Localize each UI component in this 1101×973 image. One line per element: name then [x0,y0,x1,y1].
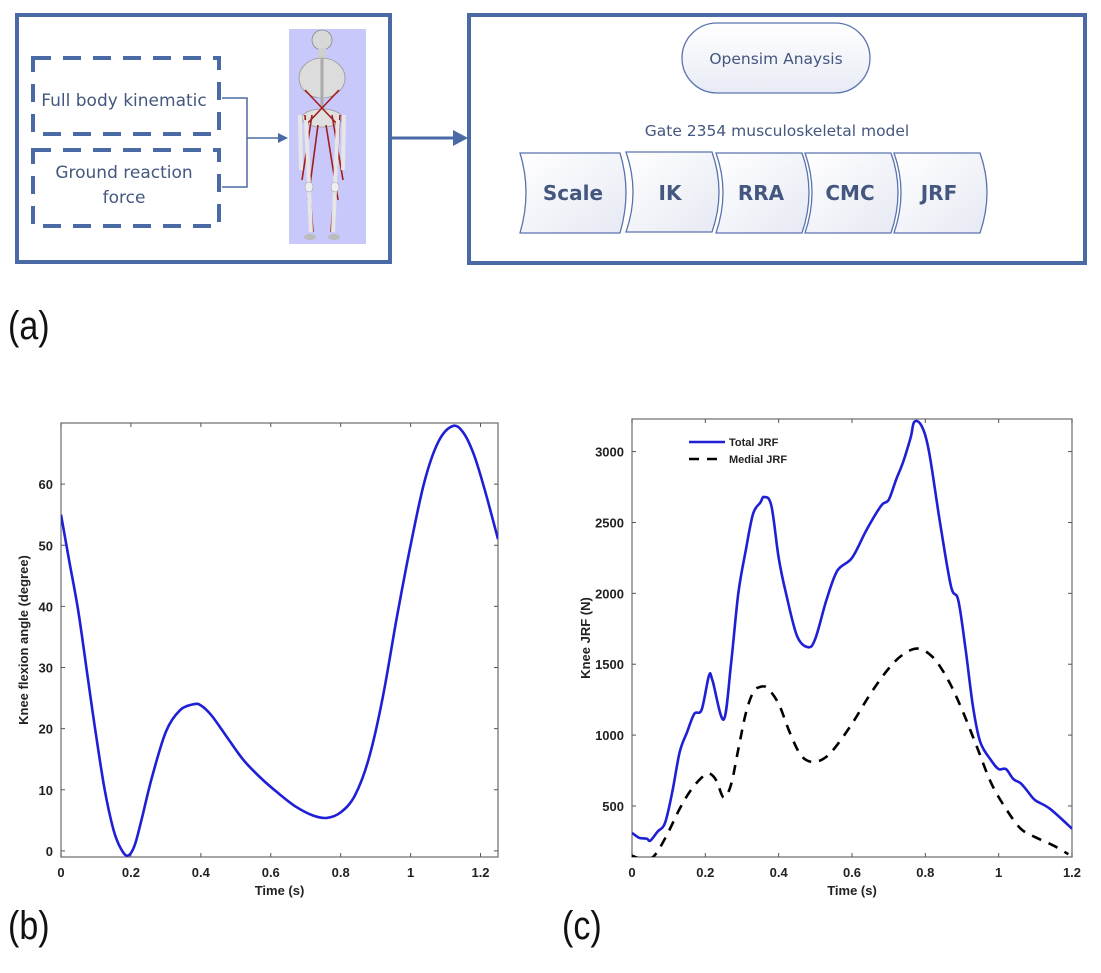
x-tick-label: 0.8 [332,865,350,880]
x-tick-label: 0.2 [122,865,140,880]
step-label-ik: IK [659,181,683,205]
y-tick-label: 500 [602,799,624,814]
y-tick-label: 50 [39,538,53,553]
step-label-rra: RRA [738,181,785,205]
y-tick-label: 3000 [595,445,624,460]
input-box-grf [31,148,221,228]
opensim-analysis-label: Opensim Anaysis [709,50,842,68]
step-label-cmc: CMC [825,181,874,205]
x-tick-label: 0 [628,865,635,880]
x-tick-label: 0.6 [262,865,280,880]
y-tick-label: 1000 [595,728,624,743]
y-tick-label: 1500 [595,657,624,672]
legend-label-0: Total JRF [729,437,779,449]
x-tick-label: 1 [995,865,1002,880]
y-tick-label: 10 [39,783,53,798]
diagram-panel: Full body kinematic Ground reaction forc… [15,13,1087,265]
input-box-kinematic [31,56,221,136]
step-scale: Scale [519,152,627,234]
series-line-knee-flexion-angle [61,424,498,857]
series-line-medial-jrf [632,647,1069,857]
x-tick-label: 0.6 [843,865,861,880]
x-tick-label: 0.2 [696,865,714,880]
plot-frame [60,422,499,858]
x-tick-label: 1.2 [471,865,489,880]
model-label: Gate 2354 musculoskeletal model [645,122,910,140]
flow-arrowhead [453,130,468,146]
x-tick-label: 0.4 [192,865,211,880]
step-ik: IK [625,151,720,233]
input-label-grf-line1: Ground reaction [55,163,192,183]
y-tick-label: 2000 [595,586,624,601]
input-label-grf-line2: force [103,188,146,208]
skeleton-model-image [289,29,366,244]
panel-label-a: (a) [8,304,50,348]
x-tick-label: 1 [407,865,414,880]
step-label-scale: Scale [543,181,603,205]
step-jrf: JRF [893,152,988,234]
y-tick-label: 60 [39,477,53,492]
opensim-analysis-pill [681,22,871,94]
x-tick-label: 0 [57,865,64,880]
connector-arrowhead [278,133,288,143]
x-axis-title: Time (s) [827,883,877,898]
series-line-total-jrf [632,419,1072,843]
x-tick-label: 1.2 [1063,865,1081,880]
y-tick-label: 20 [39,722,53,737]
y-tick-label: 30 [39,661,53,676]
legend-label-1: Medial JRF [729,454,787,466]
x-tick-label: 0.4 [770,865,789,880]
connector-bracket [222,97,278,188]
y-tick-label: 0 [46,844,53,859]
step-cmc: CMC [804,152,899,234]
x-tick-label: 0.8 [916,865,934,880]
step-label-jrf: JRF [919,181,958,205]
plot-frame [631,418,1073,858]
y-axis-title: Knee flexion angle (degree) [16,555,31,725]
step-rra: RRA [715,152,810,234]
panel-label-b: (b) [8,904,50,948]
input-label-kinematic: Full body kinematic [41,91,206,111]
y-axis-title: Knee JRF (N) [578,597,593,679]
y-tick-label: 40 [39,599,53,614]
x-axis-title: Time (s) [255,883,305,898]
analysis-frame [467,13,1087,265]
y-tick-label: 2500 [595,515,624,530]
panel-label-c: (c) [562,904,602,948]
